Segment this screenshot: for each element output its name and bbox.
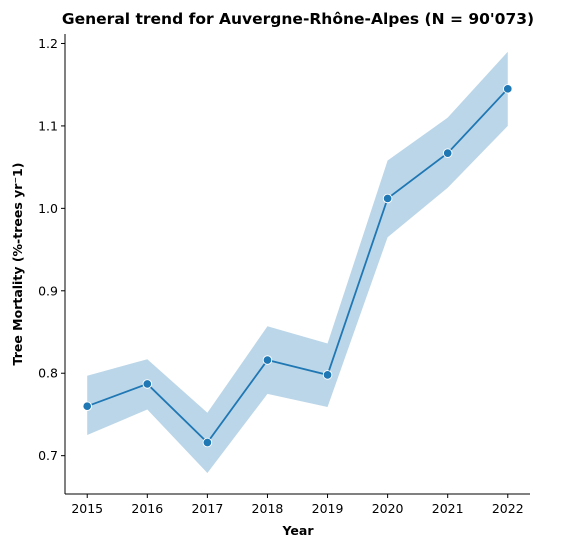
chart-title: General trend for Auvergne-Rhône-Alpes (… [62, 10, 534, 28]
x-tick-label: 2021 [432, 501, 464, 516]
x-tick-label: 2016 [131, 501, 163, 516]
y-tick-label: 0.7 [38, 448, 58, 463]
y-tick-label: 1.1 [38, 118, 58, 133]
data-point [322, 370, 333, 380]
y-axis-label: Tree Mortality (%-trees yr⁻1) [10, 163, 25, 366]
y-tick-label: 1.0 [38, 201, 58, 216]
x-tick-label: 2015 [71, 501, 103, 516]
y-tick-label: 0.9 [38, 283, 58, 298]
plot-area [82, 51, 513, 473]
data-point [202, 437, 213, 448]
x-tick-label: 2018 [252, 501, 284, 516]
y-tick-label: 0.8 [38, 366, 58, 381]
x-tick-label: 2017 [191, 501, 223, 516]
x-tick-label: 2022 [492, 501, 524, 516]
y-axis-ticks: 0.7 0.8 0.9 1.0 1.1 1.2 [38, 36, 65, 463]
data-point [82, 401, 92, 411]
y-tick-label: 1.2 [38, 36, 58, 51]
data-point [382, 193, 393, 204]
data-point [142, 379, 153, 389]
data-point [262, 355, 273, 365]
x-tick-label: 2020 [372, 501, 404, 516]
trend-line [86, 88, 509, 444]
x-tick-label: 2019 [312, 501, 344, 516]
data-point [442, 148, 453, 158]
confidence-band [87, 51, 508, 473]
data-point [503, 84, 513, 94]
x-axis-ticks: 2015 2016 2017 2018 2019 2020 2021 2022 [71, 494, 524, 516]
x-axis-label: Year [282, 523, 315, 538]
